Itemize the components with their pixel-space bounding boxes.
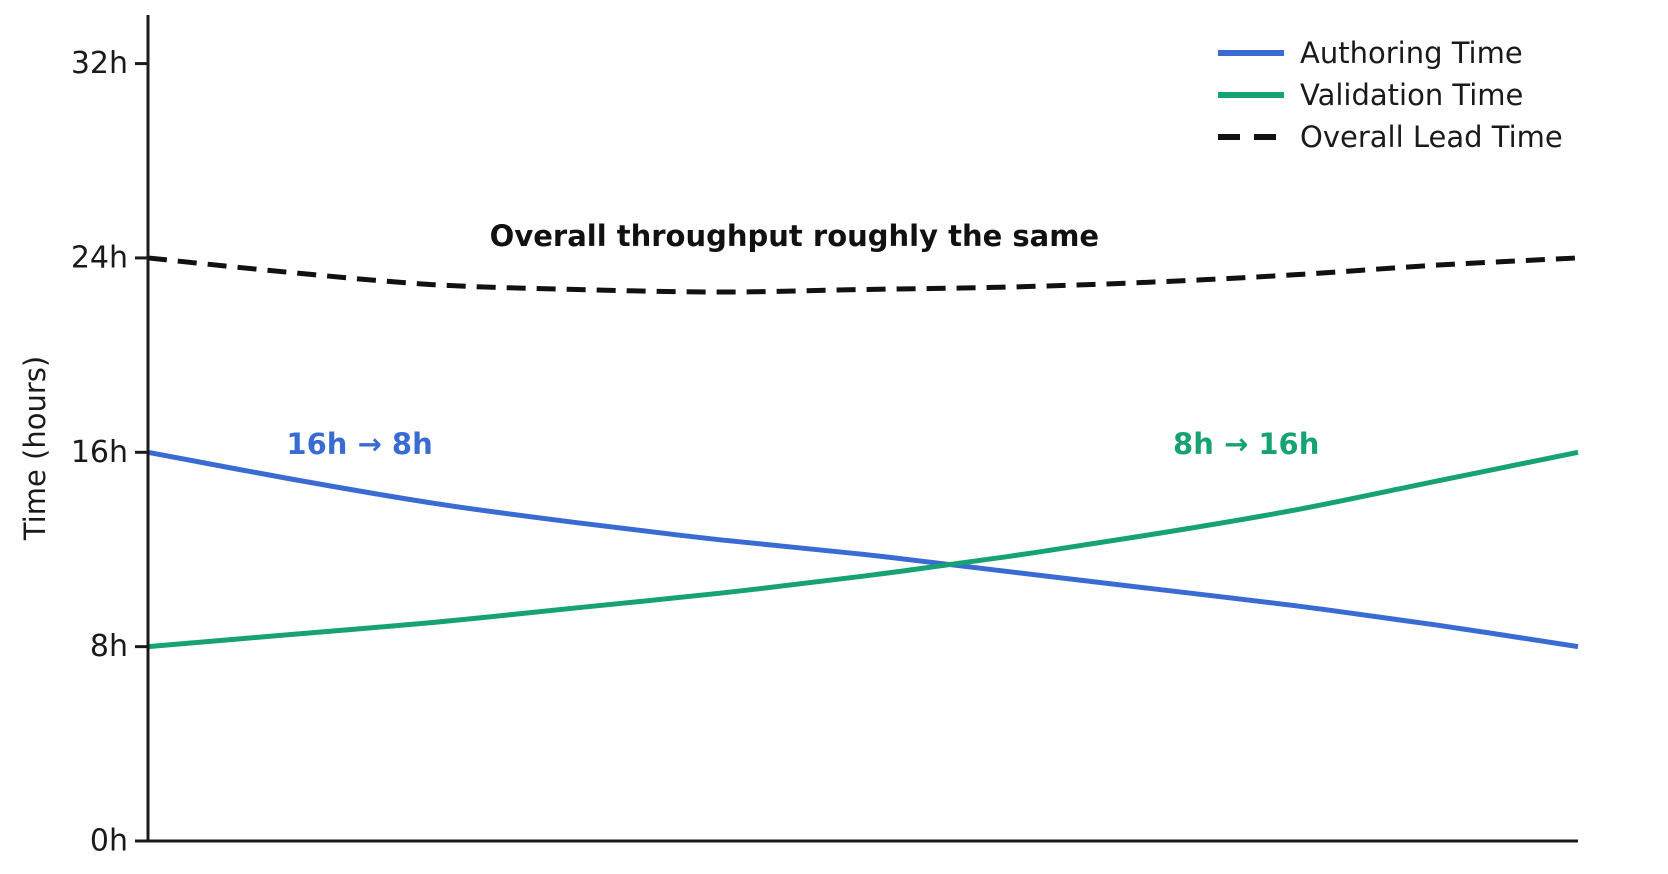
plot-area xyxy=(147,255,1579,650)
y-tick-label-8h: 8h xyxy=(90,629,128,664)
series-line-overall-lead-time xyxy=(147,255,1579,295)
series-line-authoring-time xyxy=(147,449,1579,650)
annotation-16h-8h: 16h → 8h xyxy=(286,427,432,461)
y-tick-label-24h: 24h xyxy=(71,240,128,275)
y-tick-label-32h: 32h xyxy=(71,46,128,81)
axes: 0h 8h 16h 24h 32h Time (hours) xyxy=(18,15,1578,859)
legend-item-authoring-time: Authoring Time xyxy=(1218,36,1523,70)
annotation-overall-throughput-roughly-the-same: Overall throughput roughly the same xyxy=(490,219,1099,253)
legend-item-validation-time: Validation Time xyxy=(1218,78,1523,112)
legend-label-overall-lead-time: Overall Lead Time xyxy=(1300,120,1563,154)
series-line-validation-time xyxy=(147,449,1579,650)
y-axis-title: Time (hours) xyxy=(18,356,52,541)
y-tick-label-0h: 0h xyxy=(90,824,128,859)
legend-label-validation-time: Validation Time xyxy=(1300,78,1523,112)
legend-item-overall-lead-time: Overall Lead Time xyxy=(1218,120,1563,154)
y-axis-ticks: 0h 8h 16h 24h 32h xyxy=(71,46,149,859)
annotation-8h-16h: 8h → 16h xyxy=(1173,427,1319,461)
legend-label-authoring-time: Authoring Time xyxy=(1300,36,1523,70)
annotations: Overall throughput roughly the same 16h →… xyxy=(286,219,1319,461)
legend: Authoring Time Validation Time Overall Lea… xyxy=(1218,36,1563,154)
y-tick-label-16h: 16h xyxy=(71,435,128,470)
